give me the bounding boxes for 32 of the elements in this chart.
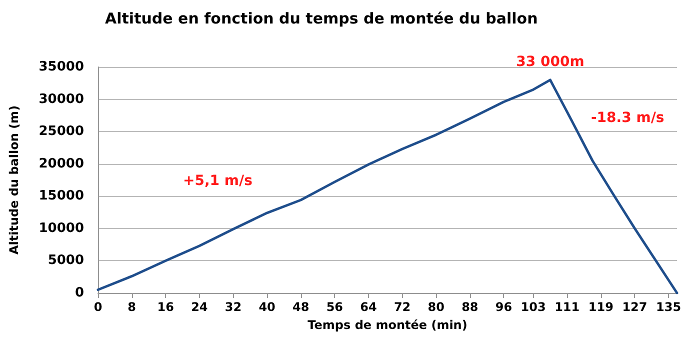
x-tick-label: 0 <box>94 300 102 314</box>
x-tick-label: 48 <box>292 300 310 314</box>
y-axis-title: Altitude du ballon (m) <box>7 105 21 255</box>
x-tick-label: 32 <box>224 300 242 314</box>
y-tick-label: 30000 <box>38 92 84 107</box>
x-tick-label: 24 <box>191 300 208 314</box>
x-tick-label: 103 <box>520 300 546 314</box>
x-axis-title: Temps de montée (min) <box>308 318 468 332</box>
x-tick-label: 40 <box>258 300 276 314</box>
x-tick-label: 135 <box>656 300 682 314</box>
y-tick-label: 35000 <box>38 60 84 74</box>
x-tick-label: 96 <box>495 300 512 314</box>
y-tick-label: 20000 <box>38 156 84 172</box>
annotation: -18.3 m/s <box>591 110 664 126</box>
x-tick-label: 56 <box>326 300 344 314</box>
x-tick-label: 88 <box>462 300 478 314</box>
y-tick-label: 10000 <box>38 220 84 236</box>
x-tick-label: 16 <box>157 300 174 314</box>
x-tick-label: 8 <box>128 300 136 314</box>
y-tick-label: 5000 <box>48 253 84 268</box>
y-tick-label: 25000 <box>38 124 84 140</box>
annotation: 33 000m <box>516 54 584 70</box>
x-tick-label: 119 <box>588 300 614 314</box>
y-tick-label: 15000 <box>38 188 84 204</box>
x-tick-label: 111 <box>554 300 580 314</box>
chart-title: Altitude en fonction du temps de montée du ballon <box>105 10 538 28</box>
y-tick-label: 0 <box>74 286 84 300</box>
x-tick-label: 127 <box>622 300 648 314</box>
annotation: +5,1 m/s <box>183 173 252 189</box>
x-tick-label: 80 <box>428 300 444 314</box>
x-tick-label: 64 <box>360 300 377 314</box>
x-tick-label: 72 <box>394 300 411 314</box>
